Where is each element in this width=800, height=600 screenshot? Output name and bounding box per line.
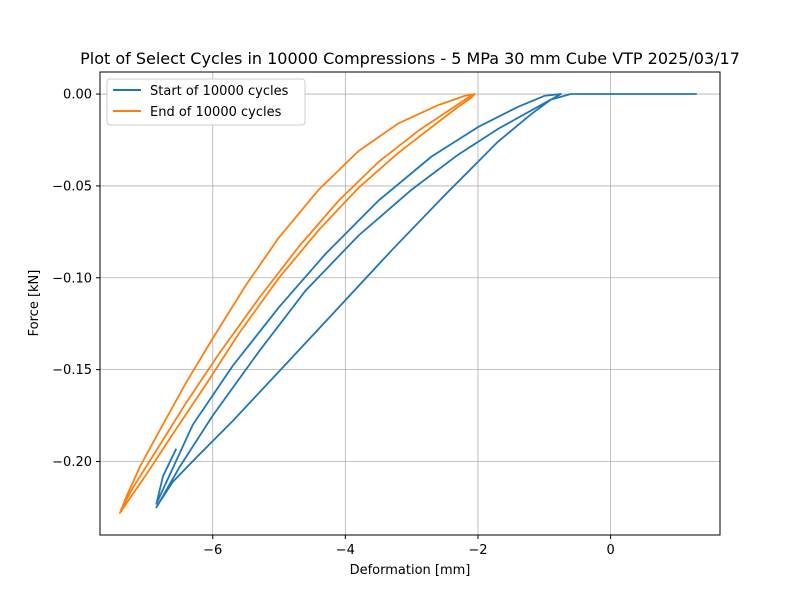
y-tick-label: −0.15 (52, 363, 92, 378)
legend: Start of 10000 cycles End of 10000 cycle… (106, 78, 306, 126)
chart-title: Plot of Select Cycles in 10000 Compressi… (80, 49, 740, 68)
x-axis-label: Deformation [mm] (350, 563, 471, 578)
x-tick-label: −6 (203, 543, 222, 558)
plot-series (119, 93, 697, 514)
x-tick-label: 0 (606, 543, 614, 558)
plot-frame (99, 71, 721, 536)
x-tick-label: −4 (336, 543, 355, 558)
y-tick-label: −0.20 (52, 455, 92, 470)
x-tick-label: −2 (468, 543, 487, 558)
grid (100, 72, 720, 535)
legend-box (106, 78, 306, 126)
legend-label-end: End of 10000 cycles (150, 105, 282, 120)
legend-label-start: Start of 10000 cycles (150, 84, 289, 99)
y-tick-label: −0.10 (52, 271, 92, 286)
y-axis-ticks: 0.00 −0.05 −0.10 −0.15 −0.20 (52, 88, 100, 470)
y-tick-label: −0.05 (52, 179, 92, 194)
x-axis-ticks: −6 −4 −2 0 (203, 535, 615, 558)
y-tick-label: 0.00 (63, 88, 92, 103)
series-line-end (119, 93, 476, 514)
series-line-start (155, 93, 697, 509)
y-axis-label: Force [kN] (27, 270, 42, 337)
